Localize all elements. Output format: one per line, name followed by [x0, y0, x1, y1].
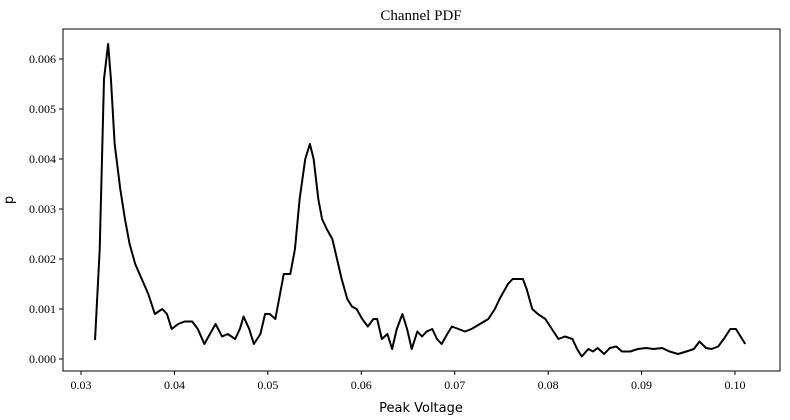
y-tick-label: 0.004	[29, 152, 56, 166]
y-axis-label: p	[2, 196, 17, 204]
x-tick-label: 0.04	[164, 378, 185, 392]
x-tick-label: 0.09	[631, 378, 652, 392]
x-axis-label: Peak Voltage	[379, 401, 463, 416]
data-line	[94, 43, 747, 358]
y-tick-label: 0.006	[29, 52, 56, 66]
y-tick-label: 0.005	[29, 102, 56, 116]
y-tick-label: 0.001	[29, 302, 56, 316]
y-tick-label: 0.002	[29, 252, 56, 266]
x-tick-label: 0.06	[351, 378, 372, 392]
x-tick-label: 0.10	[724, 378, 745, 392]
plot-frame	[62, 28, 781, 372]
x-tick-label: 0.08	[538, 378, 559, 392]
x-tick-label: 0.05	[257, 378, 278, 392]
x-tick-label: 0.03	[71, 378, 92, 392]
y-tick-label: 0.003	[29, 202, 56, 216]
y-tick-label: 0.000	[29, 352, 56, 366]
x-tick-label: 0.07	[444, 378, 465, 392]
chart-title: Channel PDF	[380, 8, 461, 24]
